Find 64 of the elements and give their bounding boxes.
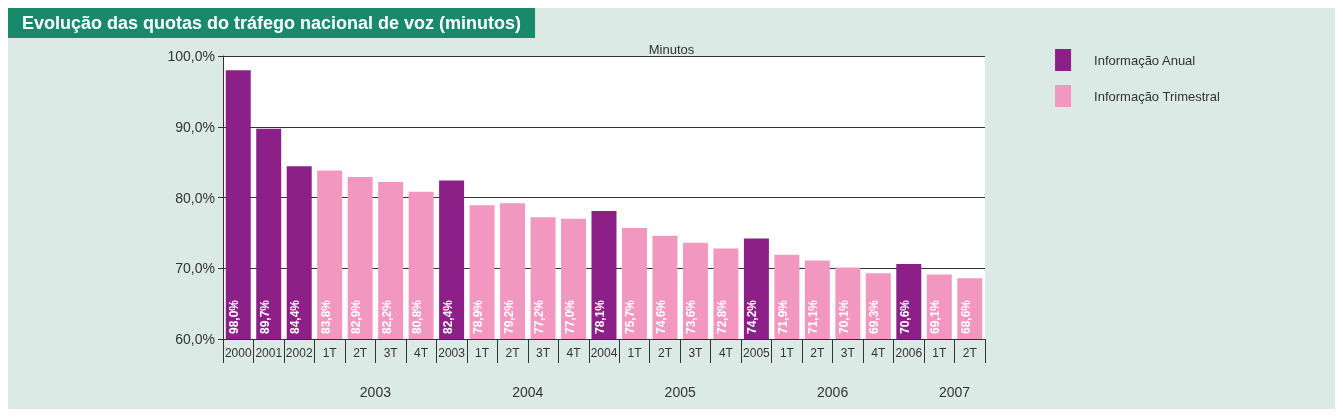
- x-tick-label: 1T: [322, 346, 338, 360]
- data-label: 68,6%: [958, 299, 973, 334]
- x-tick-label: 2003: [438, 346, 466, 360]
- x-tick-label: 4T: [718, 346, 734, 360]
- x-tick-label: 3T: [840, 346, 856, 360]
- data-label: 82,2%: [379, 299, 394, 334]
- chart-title: Evolução das quotas do tráfego nacional de voz (minutos): [22, 13, 522, 33]
- text: 2005: [664, 384, 696, 400]
- y-tick-label: 60,0%: [175, 331, 215, 347]
- data-label: 78,9%: [471, 299, 486, 334]
- data-label: 80,8%: [410, 299, 425, 334]
- x-tick-label: 1T: [475, 346, 490, 360]
- y-tick-label: 80,0%: [175, 189, 215, 206]
- y-tick-label: 90,0%: [175, 118, 215, 135]
- data-label: 77,0%: [562, 299, 577, 334]
- y-tick-label: 100,0%: [167, 48, 215, 64]
- data-label: 83,8%: [318, 299, 333, 334]
- x-tick-label: 1T: [779, 346, 795, 360]
- y-tick-label: 70,0%: [175, 260, 215, 277]
- data-label: 79,2%: [501, 299, 516, 334]
- text: 2007: [938, 384, 971, 400]
- data-label: 69,1%: [928, 299, 943, 334]
- data-label: 72,8%: [714, 299, 729, 334]
- text: 2004: [512, 384, 544, 400]
- x-tick-label: 2005: [743, 346, 771, 360]
- x-tick-label: 2006: [895, 346, 923, 360]
- text: 2006: [817, 384, 849, 400]
- x-tick-label: 2T: [962, 346, 978, 360]
- data-label: 82,9%: [349, 299, 364, 334]
- data-label: 70,6%: [897, 299, 912, 334]
- x-tick-label: 2000: [224, 346, 252, 360]
- data-label: 70,1%: [836, 299, 851, 334]
- data-label: 73,6%: [684, 299, 699, 334]
- x-tick-label: 2T: [353, 346, 368, 360]
- x-tick-label: 2T: [505, 346, 521, 360]
- data-label: 69,3%: [867, 299, 882, 334]
- x-tick-label: 3T: [383, 346, 399, 360]
- data-label: 89,7%: [257, 299, 272, 334]
- x-tick-label: 4T: [566, 346, 582, 360]
- data-label: 98,0%: [227, 299, 242, 334]
- x-tick-label: 2T: [657, 346, 673, 360]
- data-label: 71,9%: [775, 299, 790, 334]
- data-label: 84,4%: [288, 299, 303, 334]
- x-tick-label: 1T: [627, 346, 643, 360]
- data-label: 75,7%: [623, 299, 638, 334]
- data-label: 82,4%: [440, 299, 455, 334]
- x-tick-label: 2001: [255, 346, 283, 360]
- text: 2003: [359, 384, 392, 400]
- x-tick-label: 3T: [688, 346, 704, 360]
- x-tick-label: 2002: [285, 346, 313, 360]
- x-tick-label: 3T: [536, 346, 551, 360]
- legend-label: Informação Anual: [1094, 52, 1196, 68]
- data-label: 78,1%: [593, 299, 607, 334]
- x-tick-label: 2004: [590, 346, 618, 360]
- x-tick-label: 2T: [810, 346, 826, 360]
- data-label: 74,2%: [745, 299, 760, 334]
- legend-label: Informação Trimestral: [1094, 88, 1220, 104]
- x-tick-label: 1T: [932, 346, 947, 360]
- x-tick-label: 4T: [414, 346, 429, 360]
- data-label: 74,6%: [653, 299, 668, 334]
- chart-subtitle: Minutos: [648, 42, 695, 57]
- data-label: 71,1%: [806, 299, 821, 334]
- x-tick-label: 4T: [871, 346, 886, 360]
- data-label: 77,2%: [532, 299, 547, 334]
